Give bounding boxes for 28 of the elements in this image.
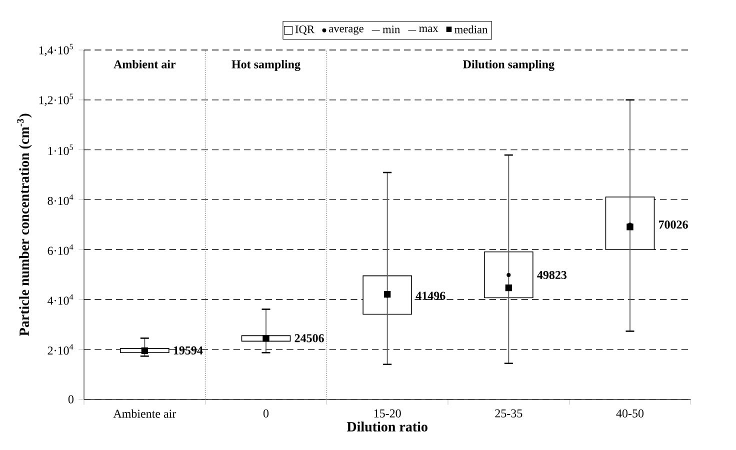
annotation: 24506	[294, 334, 324, 342]
annotation: 49823	[537, 270, 567, 280]
text: average	[329, 26, 364, 35]
annotation: 70026	[658, 220, 688, 229]
y-tick-label: 2·10$^{4}$	[48, 344, 74, 355]
y-axis-title: Particle number concentration (cm$^{-3}$)	[17, 114, 32, 336]
y-tick-label: 1·10$^{5}$	[48, 144, 73, 156]
text: median	[454, 25, 488, 34]
annotation: Ambient air	[114, 60, 176, 68]
y-tick-label: 4·10$^{4}$	[48, 294, 74, 305]
x-tick-label: 25-35	[495, 409, 522, 418]
text: min	[382, 26, 400, 34]
y-tick-label: 1,2·10$^{5}$	[39, 94, 73, 106]
y-tick-label: 8·10$^{4}$	[48, 194, 74, 205]
annotation: 41496	[416, 292, 446, 300]
x-tick-label: 15-20	[374, 409, 401, 418]
annotation: 19594	[174, 346, 203, 354]
y-tick-label: 0	[68, 395, 74, 404]
text: max	[419, 26, 438, 32]
x-axis-title: Dilution ratio	[346, 422, 428, 432]
x-tick-label: 40-50	[616, 409, 644, 418]
y-tick-label: 6·10$^{4}$	[48, 244, 74, 255]
x-tick-label: Ambiente air	[113, 409, 176, 418]
legend-label: IQR	[295, 26, 314, 35]
annotation: Hot sampling	[232, 60, 300, 71]
annotation: Dilution sampling	[463, 60, 554, 71]
x-tick-label: 0	[263, 409, 269, 418]
y-tick-label: 1,4·10$^{5}$	[39, 44, 73, 56]
